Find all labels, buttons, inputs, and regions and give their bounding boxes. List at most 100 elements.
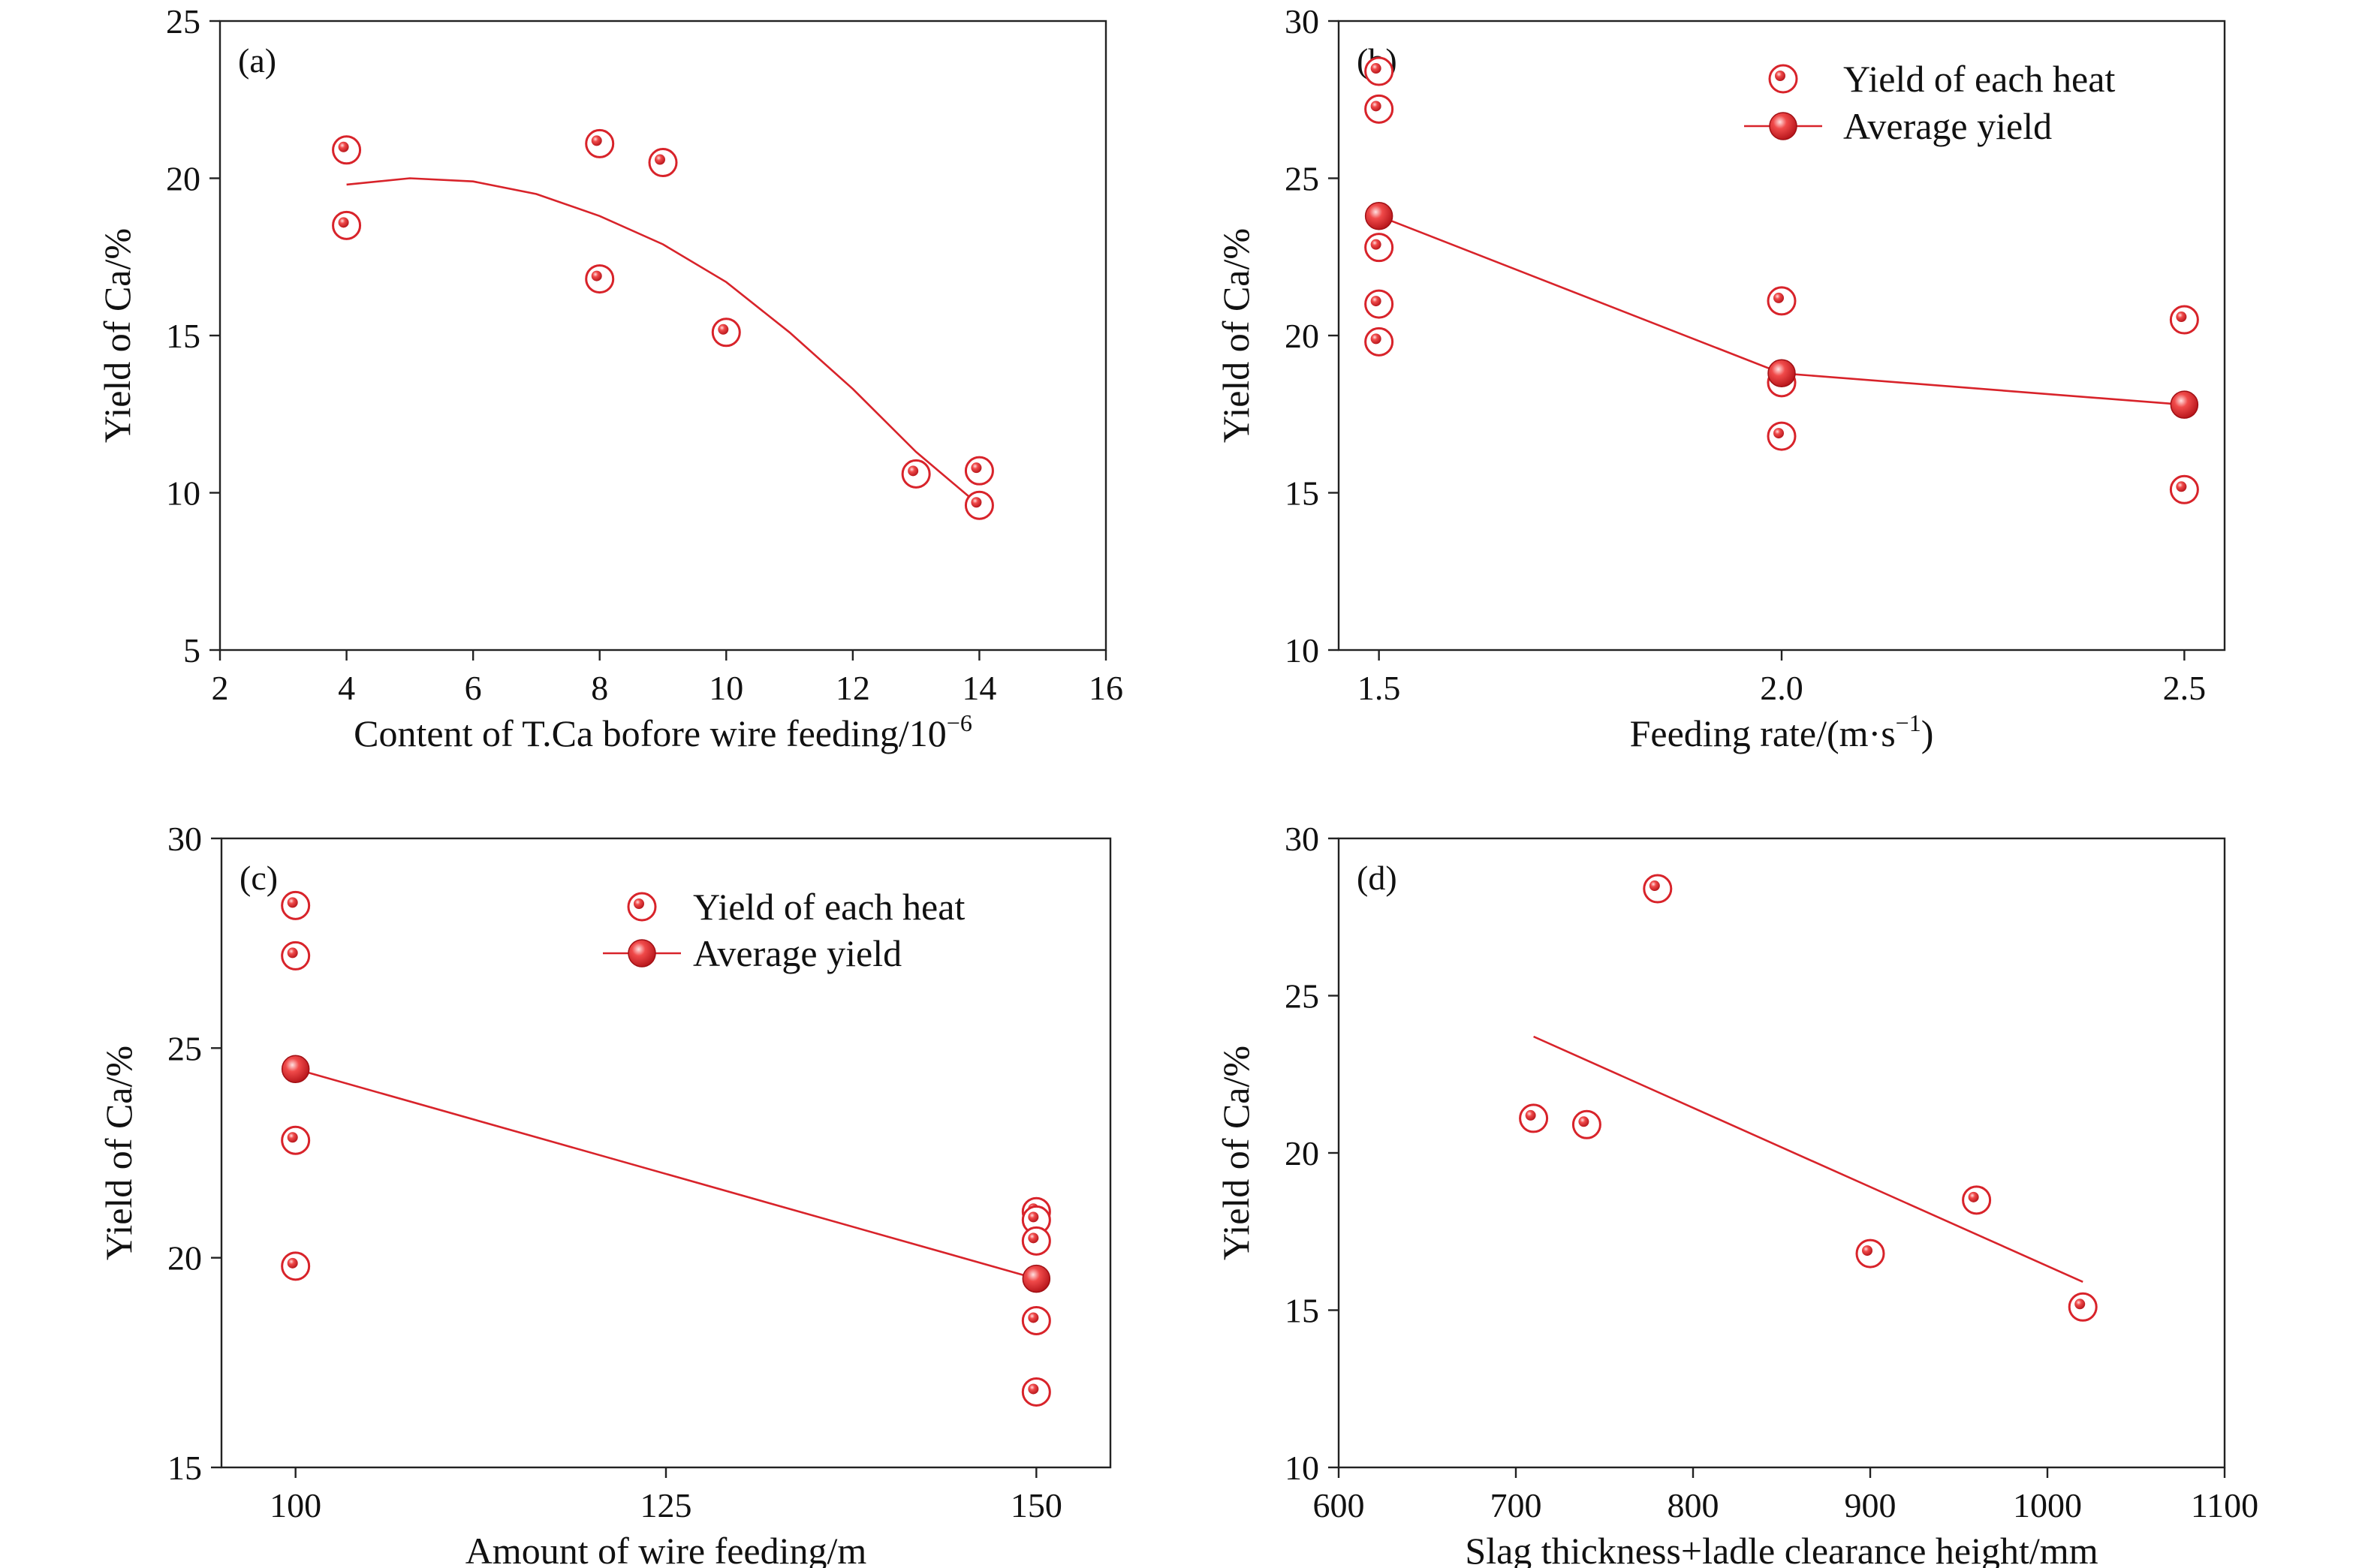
x-tick-label: 1000 <box>2013 1486 2082 1524</box>
y-axis-title: Yield of Ca/% <box>1215 228 1257 443</box>
panel-a: 2 4 6 8 10 12 14 16 5 10 15 20 25 Content of T.Ca bof… <box>96 2 1123 754</box>
point-inner-dot <box>287 897 298 908</box>
y-axis-title: Yield of Ca/% <box>1215 1046 1257 1260</box>
x-axis-title-text: Content of T.Ca bofore wire feeding/10 <box>354 712 947 754</box>
point-inner-dot <box>1578 1116 1589 1127</box>
y-tick-label: 25 <box>166 2 200 41</box>
x-axis-title: Content of T.Ca bofore wire feeding/10−6 <box>354 709 972 754</box>
y-tick-label: 10 <box>1285 631 1319 670</box>
point-inner-dot <box>2074 1299 2086 1310</box>
panels: 2 4 6 8 10 12 14 16 5 10 15 20 25 Content of T.Ca bof… <box>96 2 2258 1568</box>
x-axis-title-superscript: −1 <box>1896 709 1921 736</box>
y-tick-label: 15 <box>1285 1292 1319 1330</box>
point-inner-dot <box>1028 1211 1039 1223</box>
x-tick-label: 10 <box>709 669 743 707</box>
average-yield-point <box>2170 390 2199 419</box>
x-tick-label: 900 <box>1845 1486 1897 1524</box>
average-yield-point <box>1769 112 1797 140</box>
point-inner-dot <box>287 1257 298 1269</box>
point-inner-dot <box>287 947 298 959</box>
point-inner-dot <box>1370 63 1381 74</box>
x-tick-label: 150 <box>1011 1486 1062 1524</box>
y-tick-label: 10 <box>166 474 200 513</box>
panel-label: (a) <box>238 41 276 80</box>
x-axis-title: Slag thickness+ladle clearance height/mm <box>1465 1530 2098 1568</box>
y-axis-title: Yield of Ca/% <box>98 1046 140 1260</box>
panel-c: 100 125 150 15 20 25 30 Amount of wire feeding/… <box>98 820 1112 1568</box>
point-inner-dot <box>1370 296 1381 307</box>
y-tick-label: 25 <box>1285 160 1319 198</box>
y-tick-label: 5 <box>183 631 200 670</box>
average-yield-point <box>1364 202 1393 230</box>
point-inner-dot <box>2176 481 2187 492</box>
x-tick-label: 2 <box>212 669 229 707</box>
point-inner-dot <box>971 497 982 508</box>
x-axis-title-tail: ) <box>1921 712 1934 754</box>
x-tick-label: 4 <box>338 669 355 707</box>
y-tick-label: 15 <box>1285 474 1319 513</box>
point-inner-dot <box>1773 428 1784 439</box>
plot-frame <box>1337 837 2226 1469</box>
panel-label: (c) <box>240 859 278 897</box>
y-tick-label: 20 <box>1285 1134 1319 1172</box>
panel-b: 1.5 2.0 2.5 10 15 20 25 30 Feeding rate/(m·s−1) Y… <box>1215 2 2226 754</box>
y-tick-label: 15 <box>167 1449 202 1487</box>
fit-curve <box>1533 1035 2083 1283</box>
average-yield-point <box>1022 1264 1051 1293</box>
x-axis-title: Feeding rate/(m·s−1) <box>1630 709 1934 754</box>
x-axis-title-text: Amount of wire feeding/m <box>465 1530 867 1568</box>
y-tick-label: 25 <box>167 1029 202 1067</box>
point-inner-dot <box>1028 1232 1039 1244</box>
point-inner-dot <box>287 1132 298 1143</box>
y-tick-label: 20 <box>1285 317 1319 355</box>
legend-label-each-heat: Yield of each heat <box>693 886 965 928</box>
x-tick-label: 1100 <box>2191 1486 2258 1524</box>
point-inner-dot <box>1775 71 1785 81</box>
point-inner-dot <box>718 324 729 335</box>
x-tick-label: 600 <box>1313 1486 1365 1524</box>
point-inner-dot <box>1525 1109 1536 1121</box>
y-tick-label: 30 <box>1285 2 1319 41</box>
fit-curve <box>346 177 981 507</box>
x-tick-label: 2.0 <box>1760 669 1803 707</box>
x-tick-label: 100 <box>270 1486 321 1524</box>
plot-frame <box>220 837 1112 1469</box>
point-inner-dot <box>1028 1312 1039 1323</box>
x-tick-label: 6 <box>465 669 482 707</box>
point-inner-dot <box>2176 311 2187 323</box>
plot-frame <box>218 20 1107 652</box>
legend-label-average: Average yield <box>1843 105 2052 147</box>
y-tick-label: 25 <box>1285 977 1319 1016</box>
point-inner-dot <box>591 135 602 146</box>
x-tick-label: 16 <box>1089 669 1123 707</box>
point-inner-dot <box>1773 292 1784 303</box>
x-axis-title-superscript: −6 <box>947 709 972 736</box>
x-axis-title-text: Slag thickness+ladle clearance height/mm <box>1465 1530 2098 1568</box>
y-tick-label: 15 <box>166 317 200 355</box>
average-yield-point <box>628 939 656 968</box>
x-tick-label: 14 <box>962 669 996 707</box>
point-inner-dot <box>1028 1383 1039 1395</box>
x-tick-label: 12 <box>836 669 870 707</box>
average-yield-point <box>281 1055 310 1084</box>
point-inner-dot <box>908 465 919 477</box>
y-tick-label: 20 <box>167 1239 202 1278</box>
point-inner-dot <box>1649 880 1660 892</box>
y-tick-label: 30 <box>1285 820 1319 858</box>
panel-label: (d) <box>1357 859 1397 897</box>
point-inner-dot <box>1968 1191 1979 1202</box>
point-inner-dot <box>591 270 602 281</box>
point-inner-dot <box>655 154 665 165</box>
x-tick-label: 700 <box>1490 1486 1542 1524</box>
x-tick-label: 2.5 <box>2163 669 2207 707</box>
point-inner-dot <box>634 898 644 909</box>
x-tick-label: 8 <box>591 669 608 707</box>
legend-label-average: Average yield <box>693 932 902 974</box>
x-axis-title: Amount of wire feeding/m <box>465 1530 867 1568</box>
panel-d: 600 700 800 900 1000 1100 10 15 20 25 30 Slag thick… <box>1215 820 2258 1568</box>
y-tick-label: 10 <box>1285 1449 1319 1487</box>
x-tick-label: 800 <box>1668 1486 1719 1524</box>
x-tick-label: 1.5 <box>1357 669 1401 707</box>
